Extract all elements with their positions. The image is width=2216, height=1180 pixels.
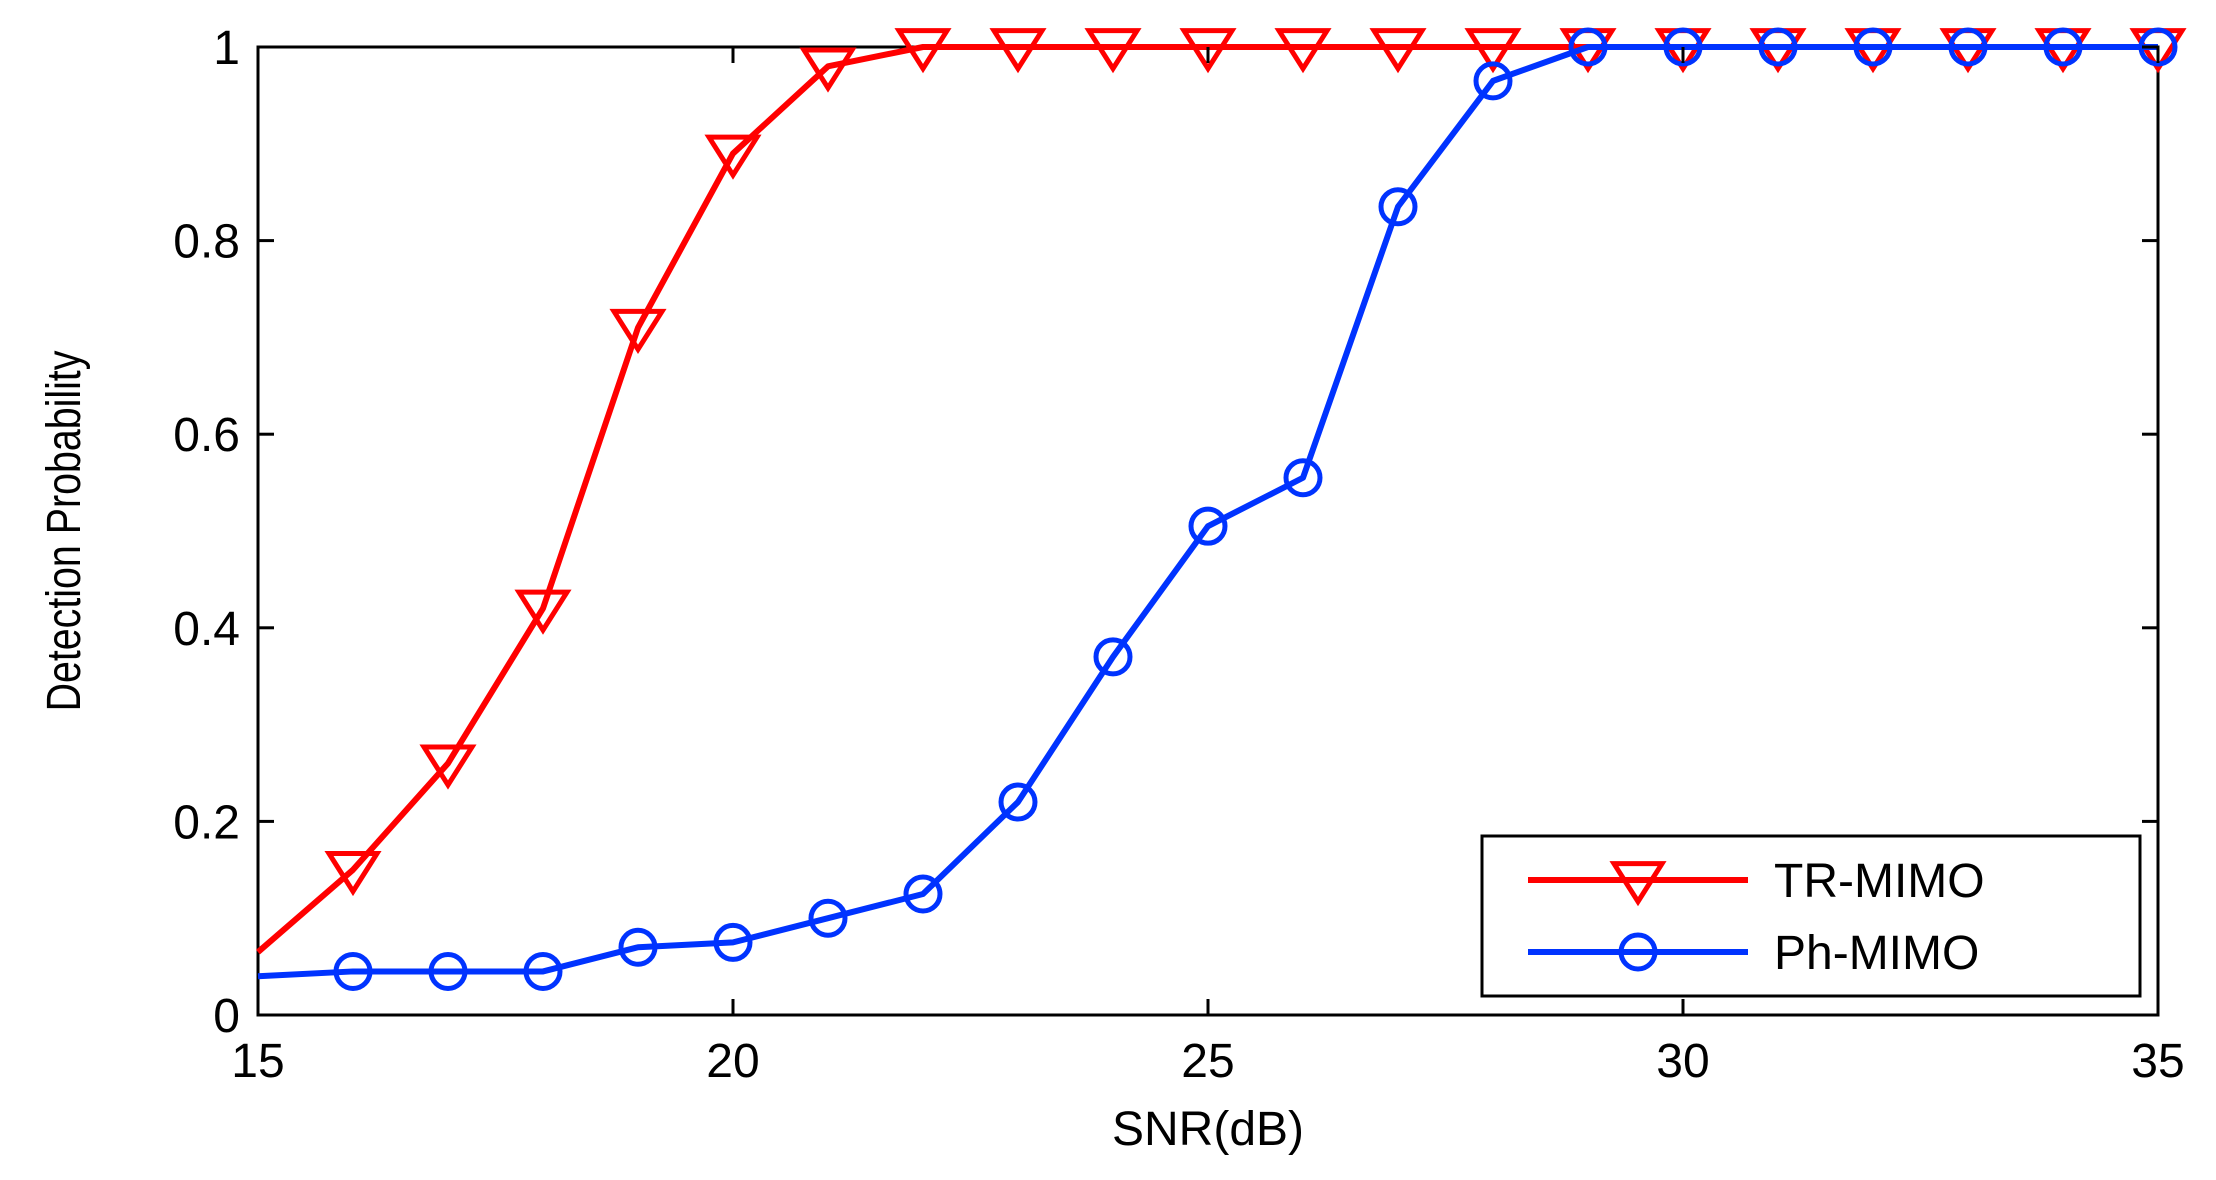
series-line-ph-mimo xyxy=(257,44,2158,980)
data-point-tr-mimo xyxy=(419,744,477,790)
data-point-tr-mimo xyxy=(799,47,857,93)
data-point-tr-mimo xyxy=(1084,28,1142,74)
data-point-ph-mimo xyxy=(2043,27,2083,67)
series-layer xyxy=(256,27,2187,991)
data-point-tr-mimo xyxy=(1179,28,1237,74)
legend-marker-tr-mimo xyxy=(1609,861,1667,907)
data-point-ph-mimo xyxy=(1093,637,1133,677)
data-point-tr-mimo xyxy=(704,134,762,180)
x-tick-label: 25 xyxy=(1181,1035,1234,1088)
x-tick-label: 30 xyxy=(1656,1035,1709,1088)
x-tick-label: 20 xyxy=(706,1035,759,1088)
data-point-ph-mimo xyxy=(1948,27,1988,67)
data-point-ph-mimo xyxy=(1188,506,1228,546)
data-point-tr-mimo xyxy=(989,28,1047,74)
data-point-tr-mimo xyxy=(1464,28,1522,74)
data-point-tr-mimo xyxy=(324,850,382,897)
x-tick-label: 35 xyxy=(2131,1035,2184,1088)
y-axis-title: Detection Probability xyxy=(37,351,91,712)
data-point-ph-mimo xyxy=(523,951,563,991)
y-tick-label: 0.8 xyxy=(173,216,240,269)
data-point-ph-mimo xyxy=(713,922,753,962)
data-point-ph-mimo xyxy=(1568,27,1608,67)
data-point-tr-mimo xyxy=(1369,28,1427,74)
data-point-ph-mimo xyxy=(1853,27,1893,67)
data-point-ph-mimo xyxy=(1473,61,1513,101)
data-point-ph-mimo xyxy=(333,951,373,991)
data-point-ph-mimo xyxy=(618,927,658,967)
data-point-ph-mimo xyxy=(1378,187,1418,227)
y-tick-label: 0.6 xyxy=(173,409,240,462)
y-tick-label: 1 xyxy=(213,22,240,75)
data-point-ph-mimo xyxy=(1283,458,1323,498)
data-point-tr-mimo xyxy=(1274,28,1332,74)
data-point-tr-mimo xyxy=(609,308,667,354)
legend-marker-ph-mimo xyxy=(1618,932,1658,972)
legend-box xyxy=(1480,834,2142,998)
legend-label-ph-mimo: Ph-MIMO xyxy=(1774,927,1979,980)
y-tick-label: 0 xyxy=(213,990,240,1043)
legend: TR-MIMO Ph-MIMO xyxy=(1480,834,2142,998)
data-point-ph-mimo xyxy=(428,951,468,991)
x-tick-label: 15 xyxy=(231,1035,284,1088)
y-tick-label: 0.4 xyxy=(173,603,240,656)
y-tick-label: 0.2 xyxy=(173,796,240,849)
data-point-ph-mimo xyxy=(808,898,848,938)
x-axis-title: SNR(dB) xyxy=(1112,1103,1304,1156)
data-point-ph-mimo xyxy=(1758,27,1798,67)
data-point-tr-mimo xyxy=(514,589,572,635)
axis-layer: 15 20 25 30 35 0 0.2 0.4 0.6 0.8 1 xyxy=(173,22,2184,1088)
data-point-ph-mimo xyxy=(2138,27,2178,67)
legend-label-tr-mimo: TR-MIMO xyxy=(1774,855,1985,908)
data-point-ph-mimo xyxy=(903,874,943,914)
data-point-ph-mimo xyxy=(1663,27,1703,67)
series-ph-mimo xyxy=(257,27,2178,991)
data-point-tr-mimo xyxy=(894,28,952,74)
data-point-ph-mimo xyxy=(998,782,1038,822)
